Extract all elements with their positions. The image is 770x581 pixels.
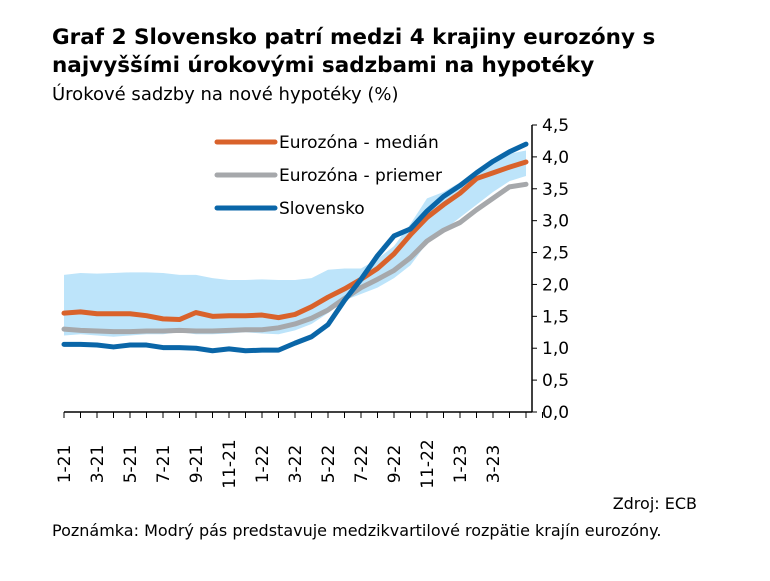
y-tick-label: 1,0: [542, 339, 569, 359]
legend-label: Eurozóna - medián: [279, 133, 439, 153]
x-tick-label: 3-23: [484, 445, 504, 484]
chart-title: Graf 2 Slovensko patrí medzi 4 krajiny e…: [52, 25, 656, 78]
y-tick-label: 3,5: [542, 180, 569, 200]
interquartile-band: [64, 150, 526, 337]
x-tick-label: 3-22: [286, 445, 306, 484]
x-tick-label: 11-21: [220, 439, 240, 488]
legend-label: Eurozóna - priemer: [279, 166, 442, 186]
y-tick-label: 2,5: [542, 244, 569, 264]
y-tick-label: 4,0: [542, 148, 569, 168]
series-line-2: [61, 141, 529, 354]
series-line-1: [61, 181, 529, 335]
x-tick-label: 5-22: [319, 445, 339, 484]
x-tick-label: 1-22: [253, 445, 273, 484]
x-tick-label: 7-21: [154, 445, 174, 484]
y-tick-label: 2,0: [542, 275, 569, 295]
note: Poznámka: Modrý pás predstavuje medzikva…: [52, 521, 662, 540]
x-tick-label: 7-22: [352, 445, 372, 484]
chart-subtitle: Úrokové sadzby na nové hypotéky (%): [52, 84, 399, 105]
y-tick-label: 0,5: [542, 371, 569, 391]
series-line-0: [61, 159, 529, 323]
x-tick-label: 9-21: [187, 445, 207, 484]
y-tick-label: 1,5: [542, 307, 569, 327]
source: Zdroj: ECB: [612, 494, 697, 513]
x-tick-label: 5-21: [121, 445, 141, 484]
x-tick-label: 1-23: [451, 445, 471, 484]
y-tick-label: 3,0: [542, 212, 569, 232]
x-tick-label: 11-22: [418, 439, 438, 488]
legend-label: Slovensko: [279, 199, 365, 219]
y-tick-label: 4,5: [542, 116, 569, 136]
x-tick-label: 3-21: [88, 445, 108, 484]
x-tick-label: 9-22: [385, 445, 405, 484]
x-tick-label: 1-21: [55, 445, 75, 484]
y-tick-label: 0,0: [542, 403, 569, 423]
